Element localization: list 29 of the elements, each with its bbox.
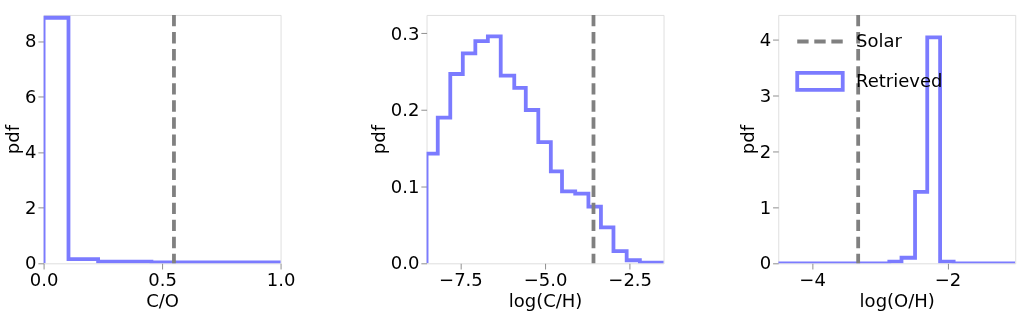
y-tick-label: 0.3 <box>390 22 420 44</box>
y-axis-title: pdf <box>368 124 390 155</box>
y-tick-label: 8 <box>25 30 37 52</box>
x-tick-label: −5.0 <box>523 268 568 290</box>
x-tick-label: −2 <box>934 268 962 290</box>
y-tick-label: 2 <box>759 140 772 162</box>
x-tick-label: 1.0 <box>266 268 296 290</box>
x-axis-title: log(O/H) <box>859 290 935 312</box>
x-tick-label: −7.5 <box>439 268 483 290</box>
y-tick-label: 0.0 <box>390 252 420 274</box>
y-tick-label: 4 <box>25 141 37 163</box>
y-tick-label: 0.1 <box>390 175 420 197</box>
y-tick-label: 0.2 <box>390 99 420 121</box>
y-tick-label: 6 <box>25 85 37 107</box>
x-axis-title: log(C/H) <box>508 290 583 312</box>
y-tick-label: 3 <box>759 85 772 107</box>
y-axis-title: pdf <box>2 124 24 155</box>
legend-label: Retrieved <box>856 70 943 92</box>
x-tick-label: −4 <box>799 268 826 290</box>
x-tick-label: −2.5 <box>608 268 653 290</box>
x-tick-label: 0.5 <box>148 268 177 290</box>
y-axis-title: pdf <box>737 124 759 155</box>
y-tick-label: 4 <box>759 29 772 51</box>
y-tick-label: 0 <box>759 252 772 274</box>
y-tick-label: 2 <box>25 196 37 218</box>
y-tick-label: 1 <box>759 196 772 218</box>
y-tick-label: 0 <box>25 252 37 274</box>
x-axis-title: C/O <box>146 290 179 312</box>
ref-line-label: Solar <box>856 30 903 52</box>
